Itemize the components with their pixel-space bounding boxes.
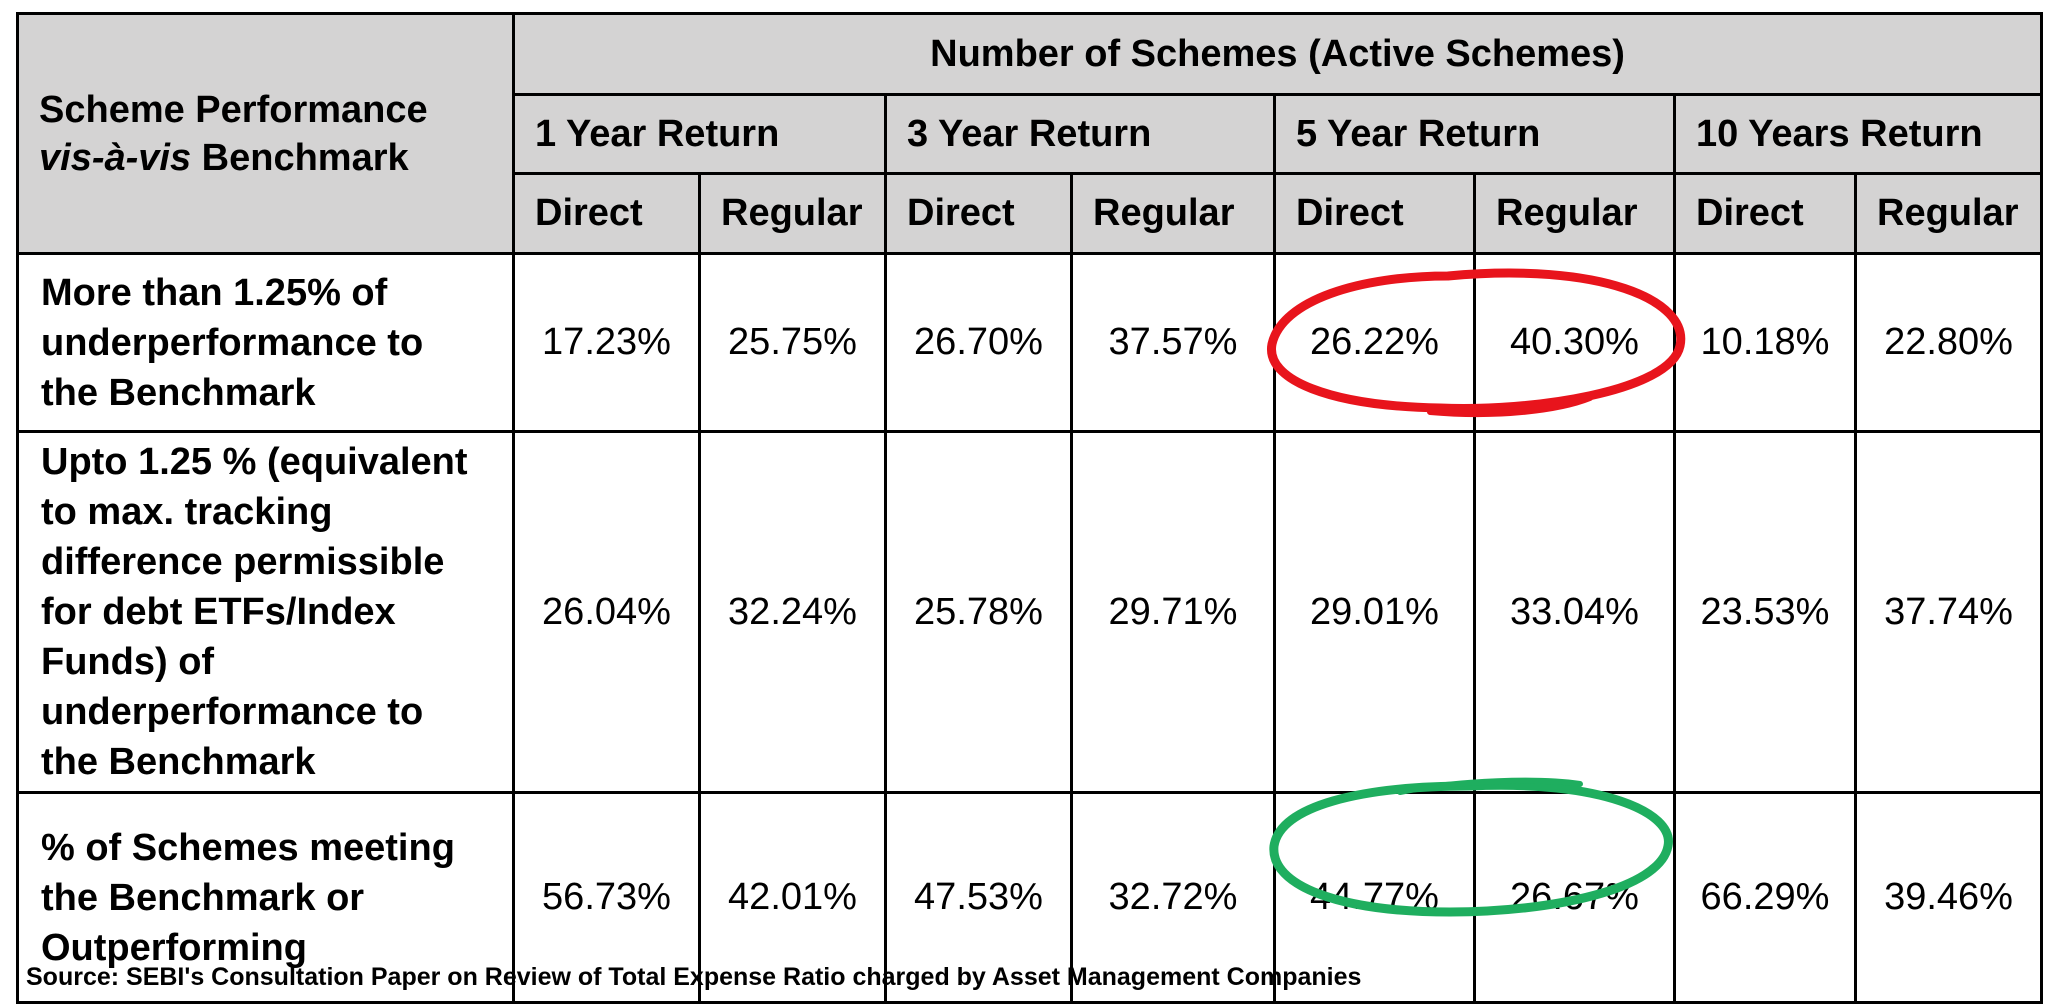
value-cell: 56.73% bbox=[512, 791, 701, 1004]
table-row: More than 1.25% of underperformance to t… bbox=[16, 252, 2044, 433]
value-cell: 26.70% bbox=[884, 252, 1073, 433]
value-cell: 32.24% bbox=[698, 430, 887, 794]
table-row: Upto 1.25 % (equivalent to max. tracking… bbox=[16, 430, 2044, 794]
plan-type-header: Regular bbox=[1853, 172, 2044, 255]
value-cell: 66.29% bbox=[1673, 791, 1857, 1004]
value-cell: 26.04% bbox=[512, 430, 701, 794]
value-cell: 37.74% bbox=[1853, 430, 2044, 794]
value-cell: 25.75% bbox=[698, 252, 887, 433]
plan-type-header: Regular bbox=[1473, 172, 1676, 255]
value-cell: 40.30% bbox=[1473, 252, 1676, 433]
period-header: 10 Years Return bbox=[1672, 93, 2044, 175]
value-cell: 42.01% bbox=[698, 791, 887, 1004]
value-cell: 29.01% bbox=[1273, 430, 1476, 794]
row-label: More than 1.25% of underperformance to t… bbox=[16, 252, 515, 433]
performance-table-container: Scheme Performance vis-à-vis Benchmark N… bbox=[16, 12, 2044, 1004]
corner-label-part2: Benchmark bbox=[191, 136, 409, 179]
scheme-performance-table: Scheme Performance vis-à-vis Benchmark N… bbox=[16, 12, 2044, 1004]
value-cell: 33.04% bbox=[1473, 430, 1676, 794]
row-label: Upto 1.25 % (equivalent to max. tracking… bbox=[16, 430, 515, 794]
plan-type-header: Regular bbox=[698, 172, 887, 255]
period-header: 5 Year Return bbox=[1273, 93, 1676, 175]
plan-type-header: Direct bbox=[1273, 172, 1476, 255]
value-cell: 26.67% bbox=[1473, 791, 1676, 1004]
value-cell: 37.57% bbox=[1070, 252, 1276, 433]
plan-type-header: Direct bbox=[512, 172, 701, 255]
corner-label-italic: vis-à-vis bbox=[39, 136, 192, 179]
value-cell: 22.80% bbox=[1853, 252, 2044, 433]
value-cell: 39.46% bbox=[1853, 791, 2044, 1004]
value-cell: 25.78% bbox=[884, 430, 1073, 794]
group-header: Number of Schemes (Active Schemes) bbox=[511, 12, 2044, 96]
corner-header: Scheme Performance vis-à-vis Benchmark bbox=[16, 12, 515, 255]
value-cell: 10.18% bbox=[1673, 252, 1857, 433]
value-cell: 47.53% bbox=[884, 791, 1073, 1004]
value-cell: 17.23% bbox=[512, 252, 701, 433]
plan-type-header: Direct bbox=[1673, 172, 1857, 255]
corner-label-part1: Scheme Performance bbox=[39, 88, 428, 131]
source-note: Source: SEBI's Consultation Paper on Rev… bbox=[26, 963, 1362, 991]
value-cell: 32.72% bbox=[1070, 791, 1276, 1004]
value-cell: 29.71% bbox=[1070, 430, 1276, 794]
table-row: % of Schemes meeting the Benchmark or Ou… bbox=[16, 791, 2044, 1004]
period-header: 3 Year Return bbox=[884, 93, 1276, 175]
value-cell: 23.53% bbox=[1673, 430, 1857, 794]
value-cell: 26.22% bbox=[1273, 252, 1476, 433]
period-header: 1 Year Return bbox=[512, 93, 887, 175]
plan-type-header: Direct bbox=[884, 172, 1073, 255]
plan-type-header: Regular bbox=[1070, 172, 1276, 255]
row-label: % of Schemes meeting the Benchmark or Ou… bbox=[16, 791, 515, 1004]
